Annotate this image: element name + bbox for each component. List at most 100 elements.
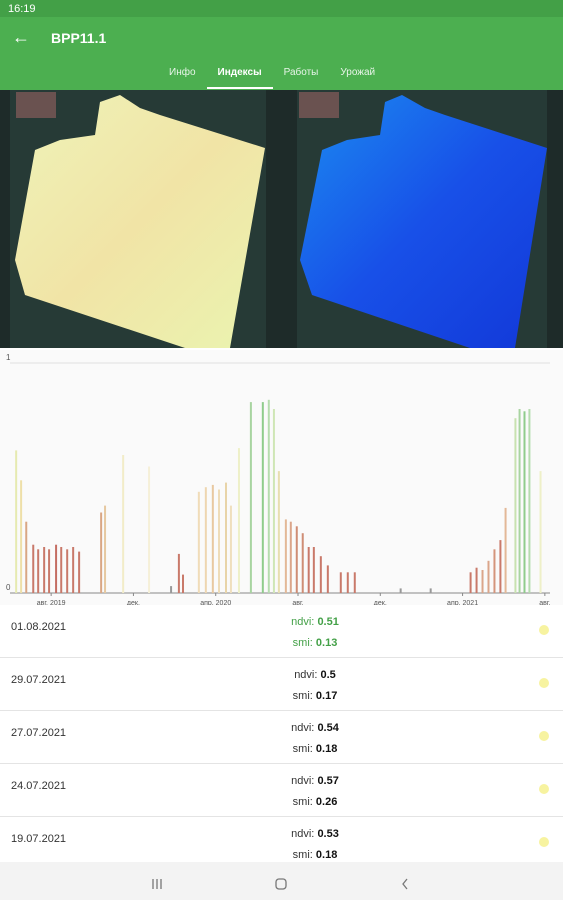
- list-row[interactable]: 27.07.2021 ndvi: 0.54 smi: 0.18: [0, 711, 563, 764]
- row-values: ndvi: 0.53 smi: 0.18: [260, 824, 370, 866]
- nav-bar: [0, 862, 563, 900]
- ndvi-label: ndvi:: [291, 775, 315, 787]
- bar: [267, 399, 270, 593]
- smi-line: smi: 0.18: [260, 739, 370, 760]
- x-tick-label: авг. 2019: [37, 600, 66, 605]
- y-tick-label: 1: [6, 353, 11, 362]
- list-row[interactable]: 24.07.2021 ndvi: 0.57 smi: 0.26: [0, 764, 563, 817]
- smi-line: smi: 0.17: [260, 686, 370, 707]
- row-date: 01.08.2021: [11, 621, 67, 633]
- recent-button[interactable]: [152, 879, 162, 889]
- status-dot: [539, 784, 549, 794]
- index-chart: 0 1 авг. 2019 дек. апр. 2020 авг. дек. апр. 202…: [0, 350, 563, 605]
- smi-value: 0.18: [315, 849, 338, 861]
- bar: [43, 547, 46, 593]
- x-tick-label: дек.: [127, 600, 140, 605]
- bar: [307, 547, 310, 593]
- bar: [481, 570, 484, 593]
- tab[interactable]: Работы: [283, 67, 319, 78]
- bar: [72, 547, 75, 593]
- field-smi[interactable]: [300, 95, 547, 348]
- bar: [319, 556, 322, 593]
- bar: [122, 455, 125, 593]
- smi-label: smi:: [292, 796, 313, 808]
- back-button[interactable]: ←: [12, 27, 30, 47]
- app-bar: ← ВРР11.1 Инфо Индексы Работы Урожай: [0, 17, 563, 90]
- bar: [514, 418, 517, 593]
- row-values: ndvi: 0.57 smi: 0.26: [260, 771, 370, 813]
- bar: [229, 505, 232, 593]
- bar: [225, 482, 227, 593]
- ndvi-label: ndvi:: [291, 616, 315, 628]
- list-row[interactable]: 29.07.2021 ndvi: 0.5 smi: 0.17: [0, 658, 563, 711]
- date-list: 01.08.2021 ndvi: 0.51 smi: 0.13 29.07.2021 n…: [0, 605, 563, 870]
- smi-value: 0.13: [315, 637, 338, 649]
- ndvi-value: 0.51: [317, 616, 339, 628]
- bar: [475, 567, 478, 593]
- tab[interactable]: Инфо: [169, 67, 196, 78]
- bar: [539, 471, 542, 593]
- bar: [177, 553, 180, 593]
- bar: [284, 519, 287, 593]
- status-dot: [539, 625, 549, 635]
- bar: [295, 526, 298, 593]
- bar: [25, 521, 28, 593]
- row-date: 29.07.2021: [11, 674, 67, 686]
- list-row[interactable]: 01.08.2021 ndvi: 0.51 smi: 0.13: [0, 605, 563, 658]
- ndvi-line: ndvi: 0.54: [260, 718, 370, 739]
- ndvi-line: ndvi: 0.57: [260, 771, 370, 792]
- y-tick-label: 0: [6, 583, 11, 592]
- smi-label: smi:: [292, 849, 313, 861]
- bar: [211, 484, 214, 593]
- bar: [499, 540, 502, 593]
- bar: [78, 551, 81, 593]
- x-tick-label: авг.: [292, 600, 303, 605]
- field-ndvi[interactable]: [15, 95, 265, 348]
- ndvi-line: ndvi: 0.53: [260, 824, 370, 845]
- status-dot: [539, 731, 549, 741]
- x-tick-label: дек.: [374, 600, 387, 605]
- bar: [504, 507, 507, 593]
- ndvi-value: 0.54: [317, 722, 339, 734]
- bar: [523, 411, 526, 593]
- bar: [237, 448, 240, 593]
- smi-line: smi: 0.18: [260, 845, 370, 866]
- ndvi-line: ndvi: 0.51: [260, 612, 370, 633]
- bar: [37, 549, 40, 593]
- field-images: [0, 90, 563, 348]
- bar: [170, 586, 173, 593]
- x-tick-label: апр. 2021: [447, 600, 478, 605]
- ndvi-value: 0.53: [317, 828, 339, 840]
- ndvi-value: 0.57: [317, 775, 339, 787]
- tab[interactable]: Урожай: [340, 67, 376, 78]
- smi-value: 0.18: [315, 743, 338, 755]
- bar: [48, 549, 51, 593]
- smi-line: smi: 0.26: [260, 792, 370, 813]
- bar: [197, 491, 200, 593]
- bar: [100, 512, 103, 593]
- bar: [277, 471, 280, 593]
- screen-title: ВРР11.1: [51, 30, 107, 46]
- ndvi-label: ndvi:: [291, 828, 315, 840]
- back-nav-button[interactable]: [402, 878, 408, 890]
- bar: [518, 409, 521, 593]
- smi-label: smi:: [292, 637, 313, 649]
- home-button[interactable]: [275, 878, 287, 890]
- ndvi-label: ndvi:: [294, 669, 318, 681]
- bar: [20, 480, 23, 593]
- tab-active[interactable]: Индексы: [206, 67, 273, 89]
- bar: [493, 549, 496, 593]
- row-values: ndvi: 0.5 smi: 0.17: [260, 665, 370, 707]
- row-values: ndvi: 0.54 smi: 0.18: [260, 718, 370, 760]
- bar: [429, 588, 432, 593]
- bar: [326, 565, 329, 593]
- bar: [353, 572, 356, 593]
- row-date: 27.07.2021: [11, 727, 67, 739]
- ndvi-line: ndvi: 0.5: [260, 665, 370, 686]
- bar: [204, 487, 207, 593]
- smi-value: 0.17: [315, 690, 338, 702]
- bar: [218, 489, 221, 593]
- bar: [528, 409, 531, 593]
- bar: [339, 572, 342, 593]
